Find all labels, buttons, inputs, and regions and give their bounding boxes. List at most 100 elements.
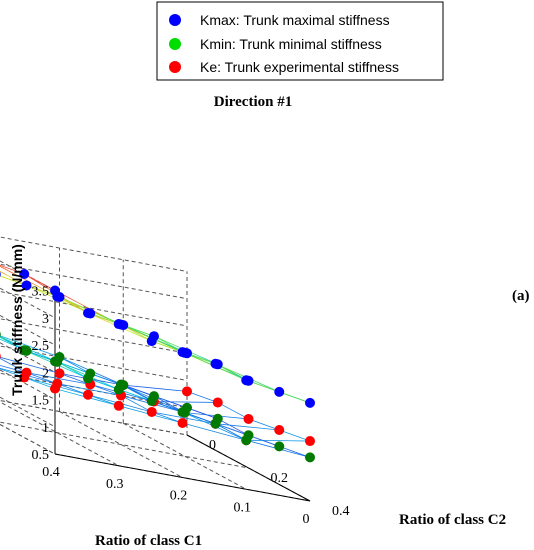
surface-line-2 xyxy=(57,383,89,396)
surface-line-2 xyxy=(0,368,25,378)
data-point-kmin xyxy=(54,352,65,362)
data-point-kmin xyxy=(85,368,96,379)
surface-line-2 xyxy=(16,361,39,369)
floor-gridline-c1 xyxy=(123,422,247,490)
surface-line-2 xyxy=(248,418,280,431)
data-point-kmax xyxy=(54,292,65,303)
surface-line-2 xyxy=(236,425,259,429)
legend: Kmax: Trunk maximal stiffness Kmin: Trun… xyxy=(156,1,444,81)
floor-gridline-c2 xyxy=(0,421,249,469)
back-wall-gridline xyxy=(0,318,188,354)
z-tick-label: 1 xyxy=(42,421,49,436)
z-tick-label: 3 xyxy=(42,312,49,327)
z-axis-label: Trunk stiffness (N/mm) xyxy=(9,244,25,396)
x-tick-label: 0.3 xyxy=(106,477,124,492)
data-point-ke xyxy=(177,418,188,428)
surface-line-1 xyxy=(217,418,249,436)
data-point-kmin xyxy=(0,331,1,337)
surface-line-2 xyxy=(217,402,249,420)
data-point-kmin xyxy=(182,402,192,413)
surface-line-2 xyxy=(279,429,311,442)
surface-line-2 xyxy=(90,384,122,396)
surface-line-2 xyxy=(172,415,195,421)
surface-line-2 xyxy=(151,411,183,424)
y-tick-label: 0.4 xyxy=(332,504,350,519)
surface-line-1 xyxy=(0,338,6,342)
data-point-kmax xyxy=(305,397,315,408)
surface-line-2 xyxy=(87,394,119,407)
x-axis-label: Ratio of class C1 xyxy=(95,533,202,549)
data-point-kmin xyxy=(21,345,32,356)
floor-gridline-c1 xyxy=(59,411,183,478)
back-wall-gridline xyxy=(0,400,188,436)
data-point-kmax xyxy=(212,359,223,370)
surface-line-1 xyxy=(59,356,91,374)
data-point-ke xyxy=(21,367,32,378)
panel-annotation: (a) xyxy=(512,288,530,304)
data-point-kmin xyxy=(305,452,315,463)
data-point-kmax xyxy=(118,320,129,331)
floor-gridline-c1 xyxy=(0,401,119,467)
data-point-ke xyxy=(52,378,63,389)
x-tick-label: 0.1 xyxy=(234,500,252,515)
data-point-kmin xyxy=(212,413,223,424)
z-tick-label: 2 xyxy=(42,366,49,381)
data-point-ke xyxy=(54,368,65,379)
legend-marker-kmin xyxy=(169,38,181,50)
legend-label-kmax: Kmax: Trunk maximal stiffness xyxy=(200,12,390,28)
surface-line-1 xyxy=(0,335,18,343)
x-tick-label: 0.4 xyxy=(42,465,60,480)
data-point-ke xyxy=(0,353,1,359)
data-point-ke xyxy=(83,389,93,400)
surface-line-2 xyxy=(0,365,6,368)
z-tick-label: 0.5 xyxy=(32,448,50,463)
data-point-kmax xyxy=(21,280,32,291)
surface-line-2 xyxy=(144,386,166,390)
data-point-kmax xyxy=(19,269,30,279)
surface-line-2 xyxy=(215,423,247,441)
legend-marker-kmax xyxy=(169,14,181,26)
surface-line-2 xyxy=(184,412,216,425)
data-point-ke xyxy=(274,425,285,435)
data-point-kmax xyxy=(149,331,159,342)
surface-line-0 xyxy=(0,275,18,283)
data-point-kmin xyxy=(118,380,129,391)
surface-line-2 xyxy=(186,391,218,403)
z-tick-label: 3.5 xyxy=(32,285,50,300)
data-point-kmin xyxy=(274,441,285,452)
surface-line-1 xyxy=(279,445,311,458)
surface-line-2 xyxy=(0,356,18,363)
data-point-ke xyxy=(212,397,223,408)
data-point-kmax xyxy=(243,375,254,386)
surface-line-0 xyxy=(0,265,15,275)
surface-line-2 xyxy=(120,395,152,413)
surface-line-0 xyxy=(14,273,37,286)
surface-line-2 xyxy=(78,387,100,392)
y-tick-label: 0.2 xyxy=(271,471,289,486)
data-point-kmax xyxy=(0,271,1,278)
data-point-ke xyxy=(305,436,315,447)
data-point-kmax xyxy=(182,348,192,359)
surface-line-2 xyxy=(59,372,91,385)
legend-label-ke: Ke: Trunk experimental stiffness xyxy=(200,59,399,75)
surface-line-2 xyxy=(24,377,56,389)
x-axis-line xyxy=(54,453,311,502)
y-axis-line xyxy=(186,434,311,502)
x-tick-label: 0.2 xyxy=(170,489,188,504)
data-point-ke xyxy=(243,413,254,424)
y-axis-label: Ratio of class C2 xyxy=(399,512,506,528)
axis-ticks: 0.5 1 1.5 2 2.5 3 3.5 0.4 0.3 0.2 0.1 0 0 0.2 0.4 xyxy=(32,285,350,528)
surface-line-2 xyxy=(0,367,15,373)
data-point-ke xyxy=(146,406,157,417)
data-point-kmin xyxy=(149,391,159,402)
surface-line-1 xyxy=(0,336,15,344)
data-point-kmin xyxy=(243,430,254,441)
data-point-kmax xyxy=(274,386,285,397)
surface-line-0 xyxy=(0,271,6,275)
y-tick-label: 0 xyxy=(209,438,216,453)
x-tick-label: 0 xyxy=(303,512,310,527)
legend-label-kmin: Kmin: Trunk minimal stiffness xyxy=(200,36,382,52)
data-point-ke xyxy=(113,400,124,411)
legend-box xyxy=(156,1,444,81)
